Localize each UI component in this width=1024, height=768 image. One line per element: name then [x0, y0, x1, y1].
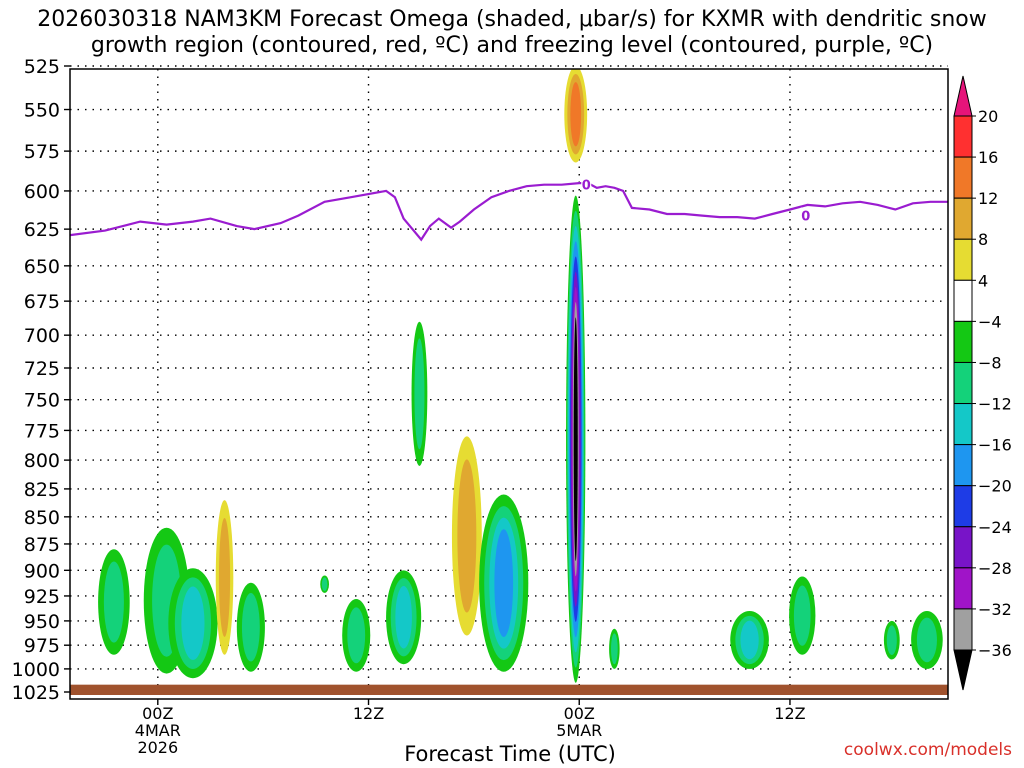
colorbar-box [953, 115, 973, 158]
y-tick-label: 600 [24, 181, 60, 203]
colorbar-box [953, 361, 973, 405]
colorbar-box [953, 608, 973, 651]
colorbar-label: −24 [978, 518, 1012, 537]
x-tick-label: 00Z [142, 704, 173, 723]
colorbar-label: 16 [978, 148, 998, 167]
freezing-level-label-bg [800, 207, 811, 224]
chart-title-line2: growth region (contoured, red, ºC) and f… [90, 33, 934, 58]
omega-region [218, 518, 231, 637]
x-tick-label: 12Z [774, 704, 805, 723]
x-tick-label: 00Z [564, 704, 595, 723]
y-tick-label: 925 [24, 586, 60, 608]
colorbar-box [953, 526, 973, 569]
omega-region [494, 529, 514, 638]
colorbar-label: −16 [978, 436, 1012, 455]
y-tick-label: 875 [24, 534, 60, 556]
y-tick-label: 1000 [12, 659, 60, 681]
y-tick-label: 1025 [12, 682, 60, 704]
omega-region [611, 633, 618, 665]
colorbar-label: −36 [978, 641, 1012, 660]
y-tick-label: 525 [24, 56, 60, 78]
omega-region [457, 459, 477, 613]
y-tick-label: 850 [24, 507, 60, 529]
y-tick-label: 950 [24, 611, 60, 633]
colorbar-box [953, 403, 973, 446]
freezing-level-label: 0 [582, 179, 591, 194]
colorbar-label: −28 [978, 559, 1012, 578]
colorbar-bottom-arrow [953, 649, 973, 691]
y-tick-label: 825 [24, 479, 60, 501]
omega-region [181, 586, 205, 660]
freezing-level-label: 0 [801, 210, 810, 225]
x-axis-label: Forecast Time (UTC) [404, 742, 616, 766]
plot-frame [69, 68, 949, 700]
terrain-ground [70, 684, 948, 695]
x-tick-label: 4MAR [135, 721, 181, 740]
omega-region [886, 625, 897, 656]
y-tick-label: 575 [24, 141, 60, 163]
x-tick-label: 2026 [137, 738, 178, 757]
omega-region [395, 585, 412, 649]
omega-region [916, 617, 937, 663]
colorbar-box [953, 320, 973, 363]
omega-region [321, 577, 328, 591]
colorbar-box [953, 238, 973, 281]
freezing-level-contour: 00 [70, 176, 948, 242]
y-tick-label: 750 [24, 390, 60, 412]
colorbar-label: −4 [978, 312, 1002, 331]
credit-link[interactable]: coolwx.com/models [843, 740, 1012, 760]
freezing-level-line [70, 182, 948, 242]
omega-region [570, 82, 582, 147]
colorbar-top-arrow [953, 75, 973, 117]
chart-title-line1: 2026030318 NAM3KM Forecast Omega (shaded… [37, 7, 987, 32]
omega-region [980, 611, 994, 669]
colorbar-box [953, 279, 973, 322]
y-tick-label: 700 [24, 325, 60, 347]
colorbar: 20 16 12 8 4 −4 −8 −12 −16 −20 −24 −28 −32 −36 [953, 75, 1012, 691]
omega-region [103, 561, 124, 643]
y-tick-label: 675 [24, 291, 60, 313]
colorbar-label: −8 [978, 353, 1002, 372]
omega-shading [98, 69, 994, 683]
colorbar-label: −20 [978, 477, 1012, 496]
colorbar-label: −32 [978, 600, 1012, 619]
colorbar-label: 4 [978, 271, 988, 290]
colorbar-box [953, 567, 973, 610]
omega-region [793, 585, 811, 646]
freezing-level-label-bg [581, 176, 592, 193]
x-tick-label: 12Z [353, 704, 384, 723]
x-tick-label: 5MAR [556, 721, 602, 740]
y-tick-label: 800 [24, 450, 60, 472]
colorbar-box [953, 156, 973, 199]
colorbar-label: −12 [978, 395, 1012, 414]
colorbar-label: 20 [978, 107, 998, 126]
y-tick-label: 775 [24, 420, 60, 442]
colorbar-box [953, 197, 973, 240]
y-tick-label: 550 [24, 100, 60, 122]
omega-region [740, 620, 759, 660]
colorbar-label: 8 [978, 230, 988, 249]
omega-region [414, 338, 425, 450]
y-tick-label: 650 [24, 256, 60, 278]
y-tick-label: 975 [24, 635, 60, 657]
omega-region [573, 317, 578, 562]
omega-region [241, 592, 260, 662]
colorbar-box [953, 444, 973, 487]
y-axis: 525 550 575 600 625 650 675 700 725 750 775 800 825 8… [12, 56, 70, 704]
colorbar-box [953, 485, 973, 528]
colorbar-label: 12 [978, 189, 998, 208]
y-tick-label: 625 [24, 219, 60, 241]
omega-region [347, 607, 366, 664]
y-tick-label: 900 [24, 560, 60, 582]
y-tick-label: 725 [24, 358, 60, 380]
